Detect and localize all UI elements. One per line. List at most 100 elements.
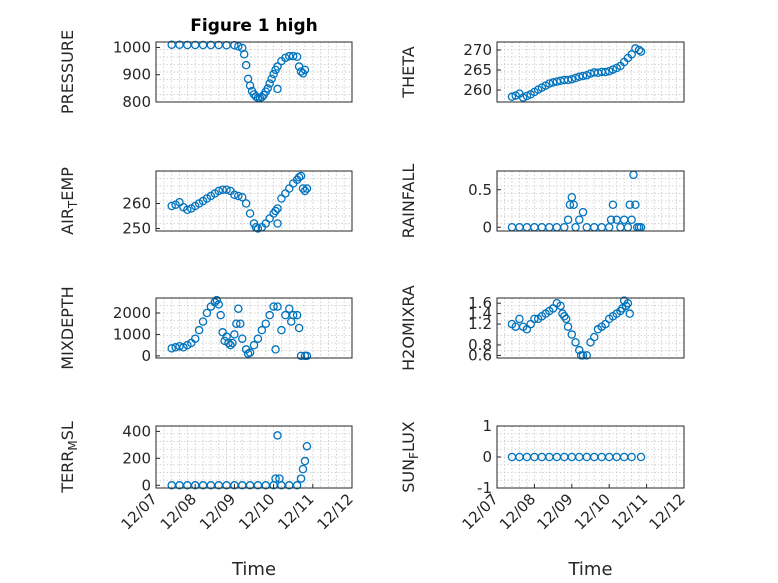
- data-point: [285, 304, 294, 313]
- data-point: [269, 302, 278, 311]
- axes-frame: [496, 170, 685, 232]
- data-point: [267, 74, 276, 84]
- y-tick-label: 0: [141, 476, 151, 494]
- y-tick-label: 200: [122, 449, 151, 467]
- data-point: [239, 50, 249, 59]
- data-point: [273, 62, 282, 71]
- data-point: [234, 42, 243, 51]
- data-point: [167, 201, 176, 211]
- x-axis-label: Time: [567, 559, 612, 580]
- data-point: [606, 215, 616, 224]
- data-point: [263, 84, 272, 93]
- data-point: [183, 205, 192, 214]
- data-point: [271, 345, 280, 354]
- data-point: [243, 74, 253, 84]
- data-point: [214, 186, 223, 196]
- y-tick-label: 1.6: [468, 294, 492, 312]
- data-point: [261, 319, 271, 328]
- y-tick-label: 0.6: [468, 346, 492, 364]
- data-point: [265, 214, 274, 223]
- data-point: [294, 172, 304, 182]
- data-point: [245, 348, 255, 357]
- x-tick-label: 12/12: [314, 490, 357, 533]
- data-point: [202, 308, 212, 318]
- data-point: [190, 334, 200, 343]
- subplot-h2omixra: 0.60.8 1.21.41.6 H2OMIXRA: [399, 285, 685, 371]
- data-point: [249, 340, 259, 350]
- data-point: [288, 310, 298, 320]
- data-point: [212, 295, 222, 305]
- data-point: [245, 81, 255, 90]
- data-point: [571, 222, 580, 232]
- y-tick-label: 1.4: [468, 305, 492, 323]
- data-point: [625, 309, 635, 318]
- data-point: [296, 171, 306, 181]
- data-point: [214, 300, 223, 309]
- data-point: [578, 351, 588, 360]
- x-tick-label: 12/07: [118, 490, 161, 533]
- y-tick-label: 0: [141, 347, 151, 365]
- data-point: [257, 92, 267, 102]
- data-point: [507, 92, 517, 102]
- data-point: [265, 310, 274, 320]
- data-point: [616, 222, 625, 232]
- data-point: [251, 92, 261, 101]
- y-tick-label: 800: [122, 93, 151, 111]
- x-tick-label: 12/11: [274, 490, 317, 533]
- data-point: [216, 310, 225, 320]
- y-tick-label: 250: [122, 220, 151, 238]
- x-axis-label: Time: [231, 559, 276, 580]
- data-point: [230, 330, 239, 339]
- y-tick-label: 900: [122, 66, 151, 84]
- x-tick-label: 12/09: [196, 490, 239, 533]
- data-point: [271, 474, 280, 483]
- data-point: [273, 302, 282, 311]
- axes-frame: [155, 425, 353, 489]
- data-point: [273, 84, 282, 94]
- y-tick-label: 0: [482, 218, 492, 236]
- axes-frame: [496, 425, 685, 489]
- data-point: [230, 190, 239, 199]
- y-axis-label: H2OMIXRA: [399, 285, 418, 371]
- y-tick-label: 0.8: [468, 336, 492, 354]
- data-point: [288, 51, 298, 61]
- data-point: [241, 60, 251, 70]
- subplot-pressure: 800 900 1000 PRESSURE Figure 1 high: [58, 16, 353, 114]
- data-point: [631, 200, 640, 209]
- y-tick-label: 0.5: [468, 181, 492, 199]
- data-point: [636, 47, 646, 56]
- data-point: [269, 69, 278, 79]
- x-tick-label: 12/12: [646, 490, 689, 533]
- y-axis-label: PRESSURE: [58, 30, 77, 114]
- axes-frame: [155, 170, 353, 232]
- subplot-theta: 260 265 270 THETA: [399, 41, 685, 103]
- axes-frame: [155, 41, 353, 103]
- x-tick-label: 12/08: [496, 490, 539, 533]
- y-tick-label: 400: [122, 422, 151, 440]
- data-point: [563, 75, 573, 85]
- data-point: [271, 206, 280, 216]
- y-axis-label: AIRTEMP: [58, 167, 80, 235]
- y-tick-label: 1: [482, 417, 492, 435]
- data-point: [627, 50, 636, 59]
- y-tick-label: 265: [463, 61, 492, 79]
- axes-frame: [155, 297, 353, 359]
- data-point: [575, 215, 584, 224]
- data-point: [273, 219, 282, 228]
- data-point: [241, 199, 251, 208]
- y-tick-label: 260: [122, 195, 151, 213]
- y-axis-label: RAINFALL: [399, 164, 418, 239]
- axes-frame: [496, 41, 685, 103]
- data-point: [625, 200, 635, 209]
- data-point: [302, 184, 312, 193]
- data-point: [545, 79, 554, 88]
- data-point: [636, 452, 646, 462]
- data-point: [234, 191, 243, 201]
- data-point: [273, 204, 282, 213]
- data-point: [569, 200, 578, 209]
- data-point: [257, 325, 267, 335]
- y-tick-label: 260: [463, 81, 492, 99]
- chart-title: Figure 1 high: [190, 16, 318, 36]
- data-point: [300, 65, 310, 75]
